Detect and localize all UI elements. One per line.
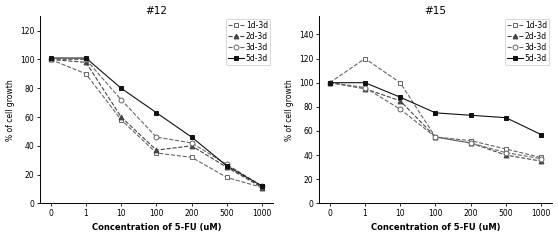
5d-3d bbox=[47, 57, 54, 60]
Line: 2d-3d: 2d-3d bbox=[328, 80, 543, 164]
1d-3d bbox=[188, 156, 195, 159]
Legend: 1d-3d, 2d-3d, 3d-3d, 5d-3d: 1d-3d, 2d-3d, 3d-3d, 5d-3d bbox=[226, 19, 271, 65]
3d-3d bbox=[326, 81, 333, 84]
1d-3d bbox=[83, 72, 89, 75]
3d-3d bbox=[467, 142, 474, 144]
2d-3d bbox=[83, 61, 89, 64]
Line: 5d-3d: 5d-3d bbox=[328, 80, 543, 137]
1d-3d bbox=[153, 152, 160, 154]
3d-3d bbox=[432, 136, 439, 139]
Y-axis label: % of cell growth: % of cell growth bbox=[6, 79, 15, 141]
5d-3d bbox=[467, 114, 474, 117]
2d-3d bbox=[432, 136, 439, 139]
2d-3d bbox=[259, 186, 266, 189]
X-axis label: Concentration of 5-FU (uM): Concentration of 5-FU (uM) bbox=[92, 223, 221, 233]
5d-3d bbox=[188, 136, 195, 139]
5d-3d bbox=[259, 185, 266, 188]
2d-3d bbox=[47, 58, 54, 61]
2d-3d bbox=[326, 81, 333, 84]
Line: 1d-3d: 1d-3d bbox=[328, 56, 543, 160]
5d-3d bbox=[362, 81, 368, 84]
2d-3d bbox=[224, 166, 230, 169]
3d-3d bbox=[259, 185, 266, 188]
5d-3d bbox=[432, 111, 439, 114]
1d-3d bbox=[397, 81, 403, 84]
5d-3d bbox=[397, 96, 403, 99]
3d-3d bbox=[83, 58, 89, 61]
3d-3d bbox=[503, 151, 509, 154]
2d-3d bbox=[188, 144, 195, 147]
Line: 2d-3d: 2d-3d bbox=[49, 57, 264, 190]
5d-3d bbox=[118, 87, 124, 90]
1d-3d bbox=[432, 136, 439, 139]
1d-3d bbox=[503, 148, 509, 150]
1d-3d bbox=[118, 119, 124, 121]
3d-3d bbox=[153, 136, 160, 139]
1d-3d bbox=[47, 58, 54, 61]
1d-3d bbox=[467, 139, 474, 142]
3d-3d bbox=[118, 98, 124, 101]
3d-3d bbox=[224, 163, 230, 166]
1d-3d bbox=[224, 176, 230, 179]
1d-3d bbox=[538, 156, 545, 159]
2d-3d bbox=[397, 99, 403, 102]
5d-3d bbox=[153, 111, 160, 114]
5d-3d bbox=[538, 133, 545, 136]
Line: 3d-3d: 3d-3d bbox=[49, 57, 264, 188]
3d-3d bbox=[397, 108, 403, 111]
5d-3d bbox=[224, 164, 230, 167]
1d-3d bbox=[362, 57, 368, 60]
5d-3d bbox=[503, 116, 509, 119]
3d-3d bbox=[47, 58, 54, 61]
Title: #15: #15 bbox=[425, 5, 446, 15]
2d-3d bbox=[467, 142, 474, 144]
3d-3d bbox=[188, 141, 195, 144]
Legend: 1d-3d, 2d-3d, 3d-3d, 5d-3d: 1d-3d, 2d-3d, 3d-3d, 5d-3d bbox=[505, 19, 550, 65]
Line: 1d-3d: 1d-3d bbox=[49, 57, 264, 190]
Line: 5d-3d: 5d-3d bbox=[49, 56, 264, 188]
3d-3d bbox=[362, 86, 368, 89]
5d-3d bbox=[326, 81, 333, 84]
3d-3d bbox=[538, 157, 545, 160]
2d-3d bbox=[153, 149, 160, 152]
1d-3d bbox=[259, 186, 266, 189]
Title: #12: #12 bbox=[146, 5, 167, 15]
2d-3d bbox=[503, 154, 509, 157]
2d-3d bbox=[118, 116, 124, 119]
X-axis label: Concentration of 5-FU (uM): Concentration of 5-FU (uM) bbox=[371, 223, 500, 233]
Line: 3d-3d: 3d-3d bbox=[328, 80, 543, 161]
Y-axis label: % of cell growth: % of cell growth bbox=[285, 79, 294, 141]
1d-3d bbox=[326, 81, 333, 84]
2d-3d bbox=[538, 160, 545, 163]
5d-3d bbox=[83, 57, 89, 60]
2d-3d bbox=[362, 87, 368, 90]
